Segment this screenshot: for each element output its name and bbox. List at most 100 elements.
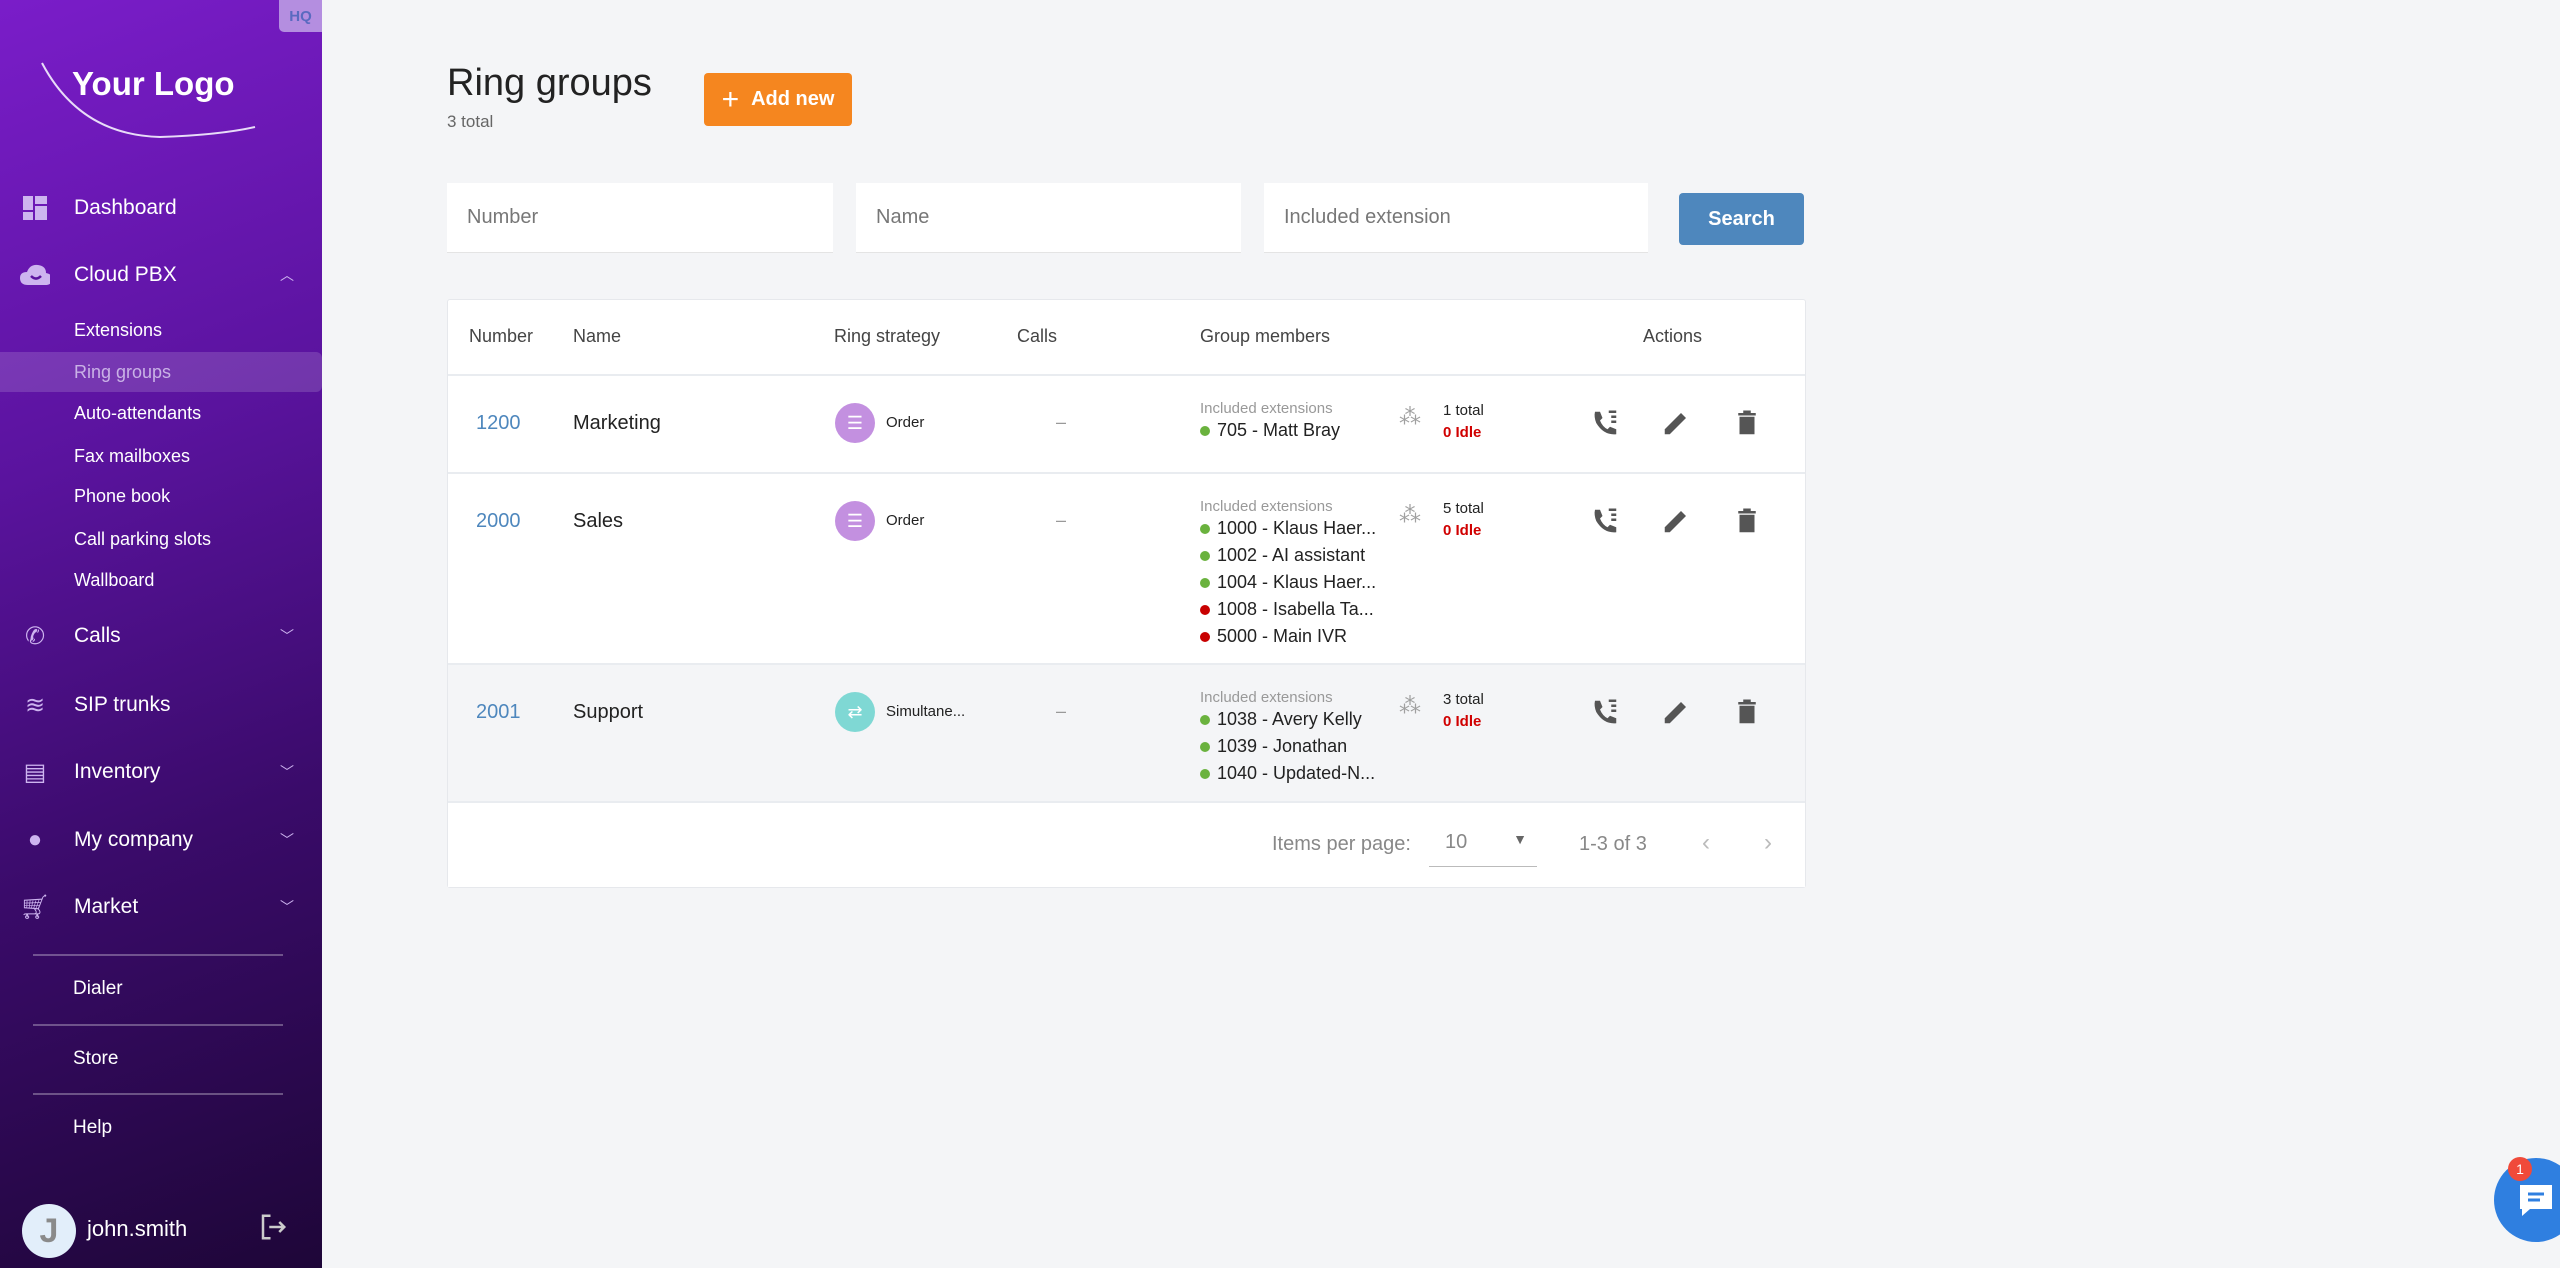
- column-header-ring-strategy[interactable]: Ring strategy: [834, 326, 941, 346]
- ring-strategy-label: Order: [886, 512, 925, 529]
- edit-icon[interactable]: [1661, 506, 1691, 536]
- simultaneous-icon: ⇄: [835, 692, 875, 732]
- avatar[interactable]: J: [22, 1204, 76, 1258]
- member-item: 1008 - Isabella Ta...: [1200, 599, 1374, 620]
- member-label: 1002 - AI assistant: [1217, 545, 1366, 565]
- member-label: 1000 - Klaus Haer...: [1217, 518, 1377, 538]
- pagination: Items per page: 10 ▼ 1-3 of 3 ‹ ›: [448, 801, 1805, 887]
- group-number-link[interactable]: 2000: [476, 510, 521, 532]
- status-dot: [1200, 577, 1210, 588]
- page-size-value: 10: [1445, 831, 1468, 853]
- nav-my-company[interactable]: ● My company ﹀: [0, 824, 322, 856]
- chevron-down-icon: ﹀: [280, 628, 294, 644]
- status-dot: [1200, 523, 1210, 534]
- nav-fax-mailboxes[interactable]: Fax mailboxes: [74, 445, 191, 466]
- nav-ring-groups[interactable]: Ring groups: [0, 352, 322, 392]
- nav-call-parking-slots[interactable]: Call parking slots: [74, 528, 212, 549]
- ordered-list-icon: ☰: [835, 501, 875, 541]
- member-label: 1039 - Jonathan: [1217, 736, 1348, 756]
- status-dot: [1200, 631, 1210, 642]
- sip-trunks-icon: ≋: [24, 691, 46, 719]
- nav-wallboard[interactable]: Wallboard: [74, 569, 155, 590]
- calls-value: –: [1056, 510, 1067, 530]
- member-item: 705 - Matt Bray: [1200, 420, 1340, 441]
- delete-icon[interactable]: [1732, 408, 1762, 438]
- member-item: 1038 - Avery Kelly: [1200, 709, 1362, 730]
- group-icon: ⁂: [1399, 404, 1421, 429]
- group-icon: ⁂: [1399, 502, 1421, 527]
- chevron-down-icon: ﹀: [280, 899, 294, 915]
- table-row[interactable]: 2001 Support ⇄ Simultane... – Included e…: [448, 663, 1805, 802]
- nav-phone-book[interactable]: Phone book: [74, 485, 171, 506]
- member-item: 5000 - Main IVR: [1200, 626, 1347, 647]
- nav-market[interactable]: 🛒︎ Market ﹀: [0, 891, 322, 923]
- chat-icon: [2520, 1185, 2552, 1216]
- column-header-number[interactable]: Number: [469, 326, 534, 346]
- status-dot: [1200, 714, 1210, 725]
- name-filter-input[interactable]: [856, 183, 1241, 253]
- logout-icon[interactable]: [258, 1212, 288, 1242]
- nav-extensions[interactable]: Extensions: [74, 319, 163, 340]
- search-button[interactable]: Search: [1679, 193, 1804, 245]
- total-count: 1 total: [1443, 402, 1484, 419]
- total-count: 3 total: [447, 112, 494, 131]
- add-new-button[interactable]: + Add new: [704, 73, 852, 126]
- group-name: Support: [573, 701, 644, 723]
- hq-badge[interactable]: HQ: [279, 0, 322, 32]
- username: john.smith: [87, 1216, 188, 1241]
- member-item: 1040 - Updated-N...: [1200, 763, 1375, 784]
- table-row[interactable]: 2000 Sales ☰ Order – Included extensions…: [448, 472, 1805, 663]
- status-dot: [1200, 550, 1210, 561]
- member-item: 1002 - AI assistant: [1200, 545, 1365, 566]
- delete-icon[interactable]: [1732, 506, 1762, 536]
- call-queue-icon[interactable]: [1590, 697, 1620, 727]
- call-queue-icon[interactable]: [1590, 408, 1620, 438]
- dropdown-arrow-icon: ▼: [1513, 831, 1527, 847]
- column-header-name[interactable]: Name: [573, 326, 622, 346]
- nav-calls[interactable]: ✆ Calls ﹀: [0, 620, 322, 652]
- status-dot: [1200, 425, 1210, 436]
- group-number-link[interactable]: 2001: [476, 701, 521, 723]
- nav-dashboard[interactable]: Dashboard: [0, 192, 322, 224]
- total-count: 3 total: [1443, 691, 1484, 708]
- status-dot: [1200, 741, 1210, 752]
- nav-store[interactable]: Store: [73, 1048, 119, 1069]
- nav-help[interactable]: Help: [73, 1117, 113, 1138]
- ring-strategy-label: Order: [886, 414, 925, 431]
- number-filter-input[interactable]: [447, 183, 833, 253]
- add-new-label: Add new: [751, 88, 835, 110]
- column-header-calls: Calls: [1017, 326, 1058, 346]
- group-number-link[interactable]: 1200: [476, 412, 521, 434]
- edit-icon[interactable]: [1661, 408, 1691, 438]
- prev-page-icon[interactable]: ‹: [1702, 829, 1710, 856]
- page-size-select[interactable]: 10 ▼: [1429, 817, 1537, 867]
- nav-dialer[interactable]: Dialer: [73, 978, 123, 999]
- table-row[interactable]: 1200 Marketing ☰ Order – Included extens…: [448, 374, 1805, 472]
- nav-inventory[interactable]: ▤ Inventory ﹀: [0, 756, 322, 788]
- calls-value: –: [1056, 412, 1067, 432]
- member-label: 1008 - Isabella Ta...: [1217, 599, 1374, 619]
- phone-icon: ✆: [24, 622, 46, 650]
- nav-cloud-pbx[interactable]: Cloud PBX ︿: [0, 259, 322, 291]
- nav-label: Dashboard: [74, 196, 177, 219]
- idle-count: 0 Idle: [1443, 522, 1482, 539]
- nav-label: Market: [74, 895, 139, 918]
- delete-icon[interactable]: [1732, 697, 1762, 727]
- member-label: 1004 - Klaus Haer...: [1217, 572, 1377, 592]
- cart-icon: 🛒︎: [19, 893, 51, 921]
- included-extensions-label: Included extensions: [1200, 400, 1333, 417]
- member-item: 1039 - Jonathan: [1200, 736, 1347, 757]
- next-page-icon[interactable]: ›: [1764, 829, 1772, 856]
- divider: [33, 1024, 283, 1026]
- nav-sip-trunks[interactable]: ≋ SIP trunks: [0, 689, 322, 721]
- extension-filter-input[interactable]: [1264, 183, 1648, 253]
- edit-icon[interactable]: [1661, 697, 1691, 727]
- items-per-page-label: Items per page:: [1272, 833, 1411, 855]
- sidebar: HQ Your Logo Dashboard Cloud PBX ︿ Exten…: [0, 0, 322, 1268]
- member-item: 1004 - Klaus Haer...: [1200, 572, 1376, 593]
- call-queue-icon[interactable]: [1590, 506, 1620, 536]
- column-header-group-members: Group members: [1200, 326, 1331, 346]
- logo[interactable]: Your Logo: [40, 55, 270, 145]
- chevron-down-icon: ﹀: [280, 832, 294, 848]
- nav-auto-attendants[interactable]: Auto-attendants: [74, 402, 202, 423]
